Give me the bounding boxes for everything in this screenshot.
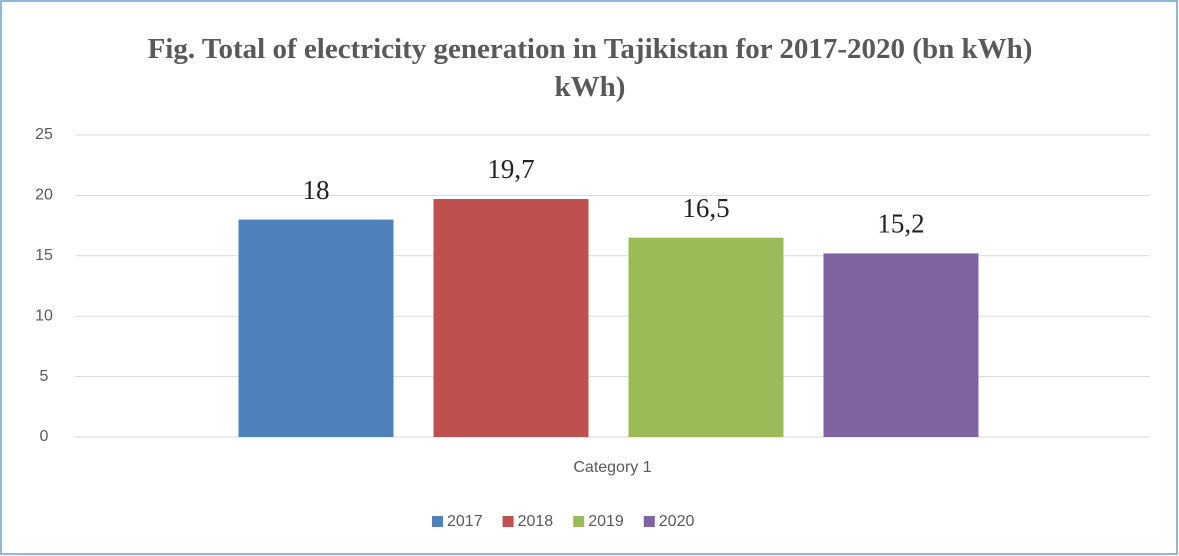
legend-label: 2019	[588, 513, 624, 530]
y-tick-label: 0	[40, 428, 49, 445]
legend-label: 2020	[659, 513, 695, 530]
y-tick-label: 5	[40, 368, 49, 385]
bar	[823, 253, 979, 437]
legend-swatch	[643, 516, 655, 527]
data-label: 16,5	[682, 193, 729, 223]
data-label: 19,7	[487, 154, 534, 184]
legend-swatch	[502, 516, 514, 527]
y-tick-label: 10	[35, 307, 53, 324]
legend-swatch	[573, 516, 585, 527]
y-tick-label: 25	[35, 126, 53, 143]
y-tick-label: 15	[35, 247, 53, 264]
bar	[238, 219, 394, 437]
legend-label: 2017	[447, 513, 483, 530]
bar	[628, 237, 784, 437]
x-tick-label: Category 1	[573, 459, 651, 476]
data-label: 18	[303, 175, 330, 205]
legend-label: 2018	[518, 513, 554, 530]
bar	[433, 199, 589, 437]
y-tick-label: 20	[35, 187, 53, 204]
legend-swatch	[432, 516, 443, 527]
chart-title: Fig. Total of electricity generation in …	[147, 33, 1033, 103]
data-label: 15,2	[877, 209, 924, 239]
